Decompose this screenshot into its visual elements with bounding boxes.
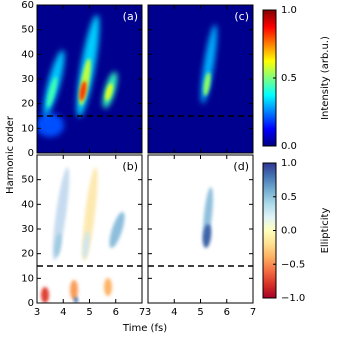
x-tick-label: 6 <box>113 307 119 318</box>
y-tick-label: 20 <box>21 249 34 260</box>
colorbar-label: Ellipticity <box>320 208 331 254</box>
panel-d-map <box>202 187 213 248</box>
x-tick-label: 4 <box>60 307 66 318</box>
colorbar-tick-label: 0.0 <box>281 226 297 237</box>
panel-b-map <box>41 167 125 303</box>
x-tick-label: 6 <box>224 307 230 318</box>
colorbar-label: Intensity (arb.u.) <box>320 36 331 120</box>
panel-label: (d) <box>233 160 249 173</box>
colorbar-tick-label: 0.5 <box>281 192 297 203</box>
x-tick-label: 5 <box>86 307 92 318</box>
x-tick-label: 5 <box>197 307 203 318</box>
x-axis-label: Time (fs) <box>122 323 167 334</box>
panel-label: (a) <box>123 10 138 23</box>
panel-c-map <box>201 24 217 104</box>
colorbar-tick-label: −0.5 <box>281 259 305 270</box>
colorbar-tick-label: −1.0 <box>281 293 305 304</box>
y-axis-label: Harmonic order <box>5 115 16 194</box>
y-tick-label: 0 <box>28 298 34 309</box>
panel-label: (b) <box>122 160 138 173</box>
x-tick-label: 3 <box>145 307 151 318</box>
y-tick-label: 10 <box>21 123 34 134</box>
panel-background <box>148 5 253 153</box>
panel-a-map <box>37 14 118 137</box>
x-tick-label: 3 <box>34 307 40 318</box>
y-tick-label: 10 <box>21 273 34 284</box>
y-tick-label: 60 <box>21 0 34 11</box>
x-tick-label: 7 <box>139 307 145 318</box>
y-tick-label: 50 <box>21 175 34 186</box>
panel-label: (c) <box>234 10 249 23</box>
y-tick-label: 40 <box>21 49 34 60</box>
y-tick-label: 30 <box>21 224 34 235</box>
x-tick-label: 7 <box>250 307 256 318</box>
y-tick-label: 30 <box>21 74 34 85</box>
colorbar-tick-label: 0.5 <box>281 73 297 84</box>
colorbar-tick-label: 1.0 <box>281 158 297 169</box>
panel-background <box>148 155 253 303</box>
backgrounds <box>37 5 253 303</box>
colorbar-tick-label: 1.0 <box>281 5 297 16</box>
colorbar-tick-label: 0.0 <box>281 141 297 152</box>
y-tick-label: 0 <box>28 148 34 159</box>
x-tick-label: 4 <box>171 307 177 318</box>
y-tick-label: 40 <box>21 199 34 210</box>
y-tick-label: 50 <box>21 25 34 36</box>
y-tick-label: 20 <box>21 99 34 110</box>
